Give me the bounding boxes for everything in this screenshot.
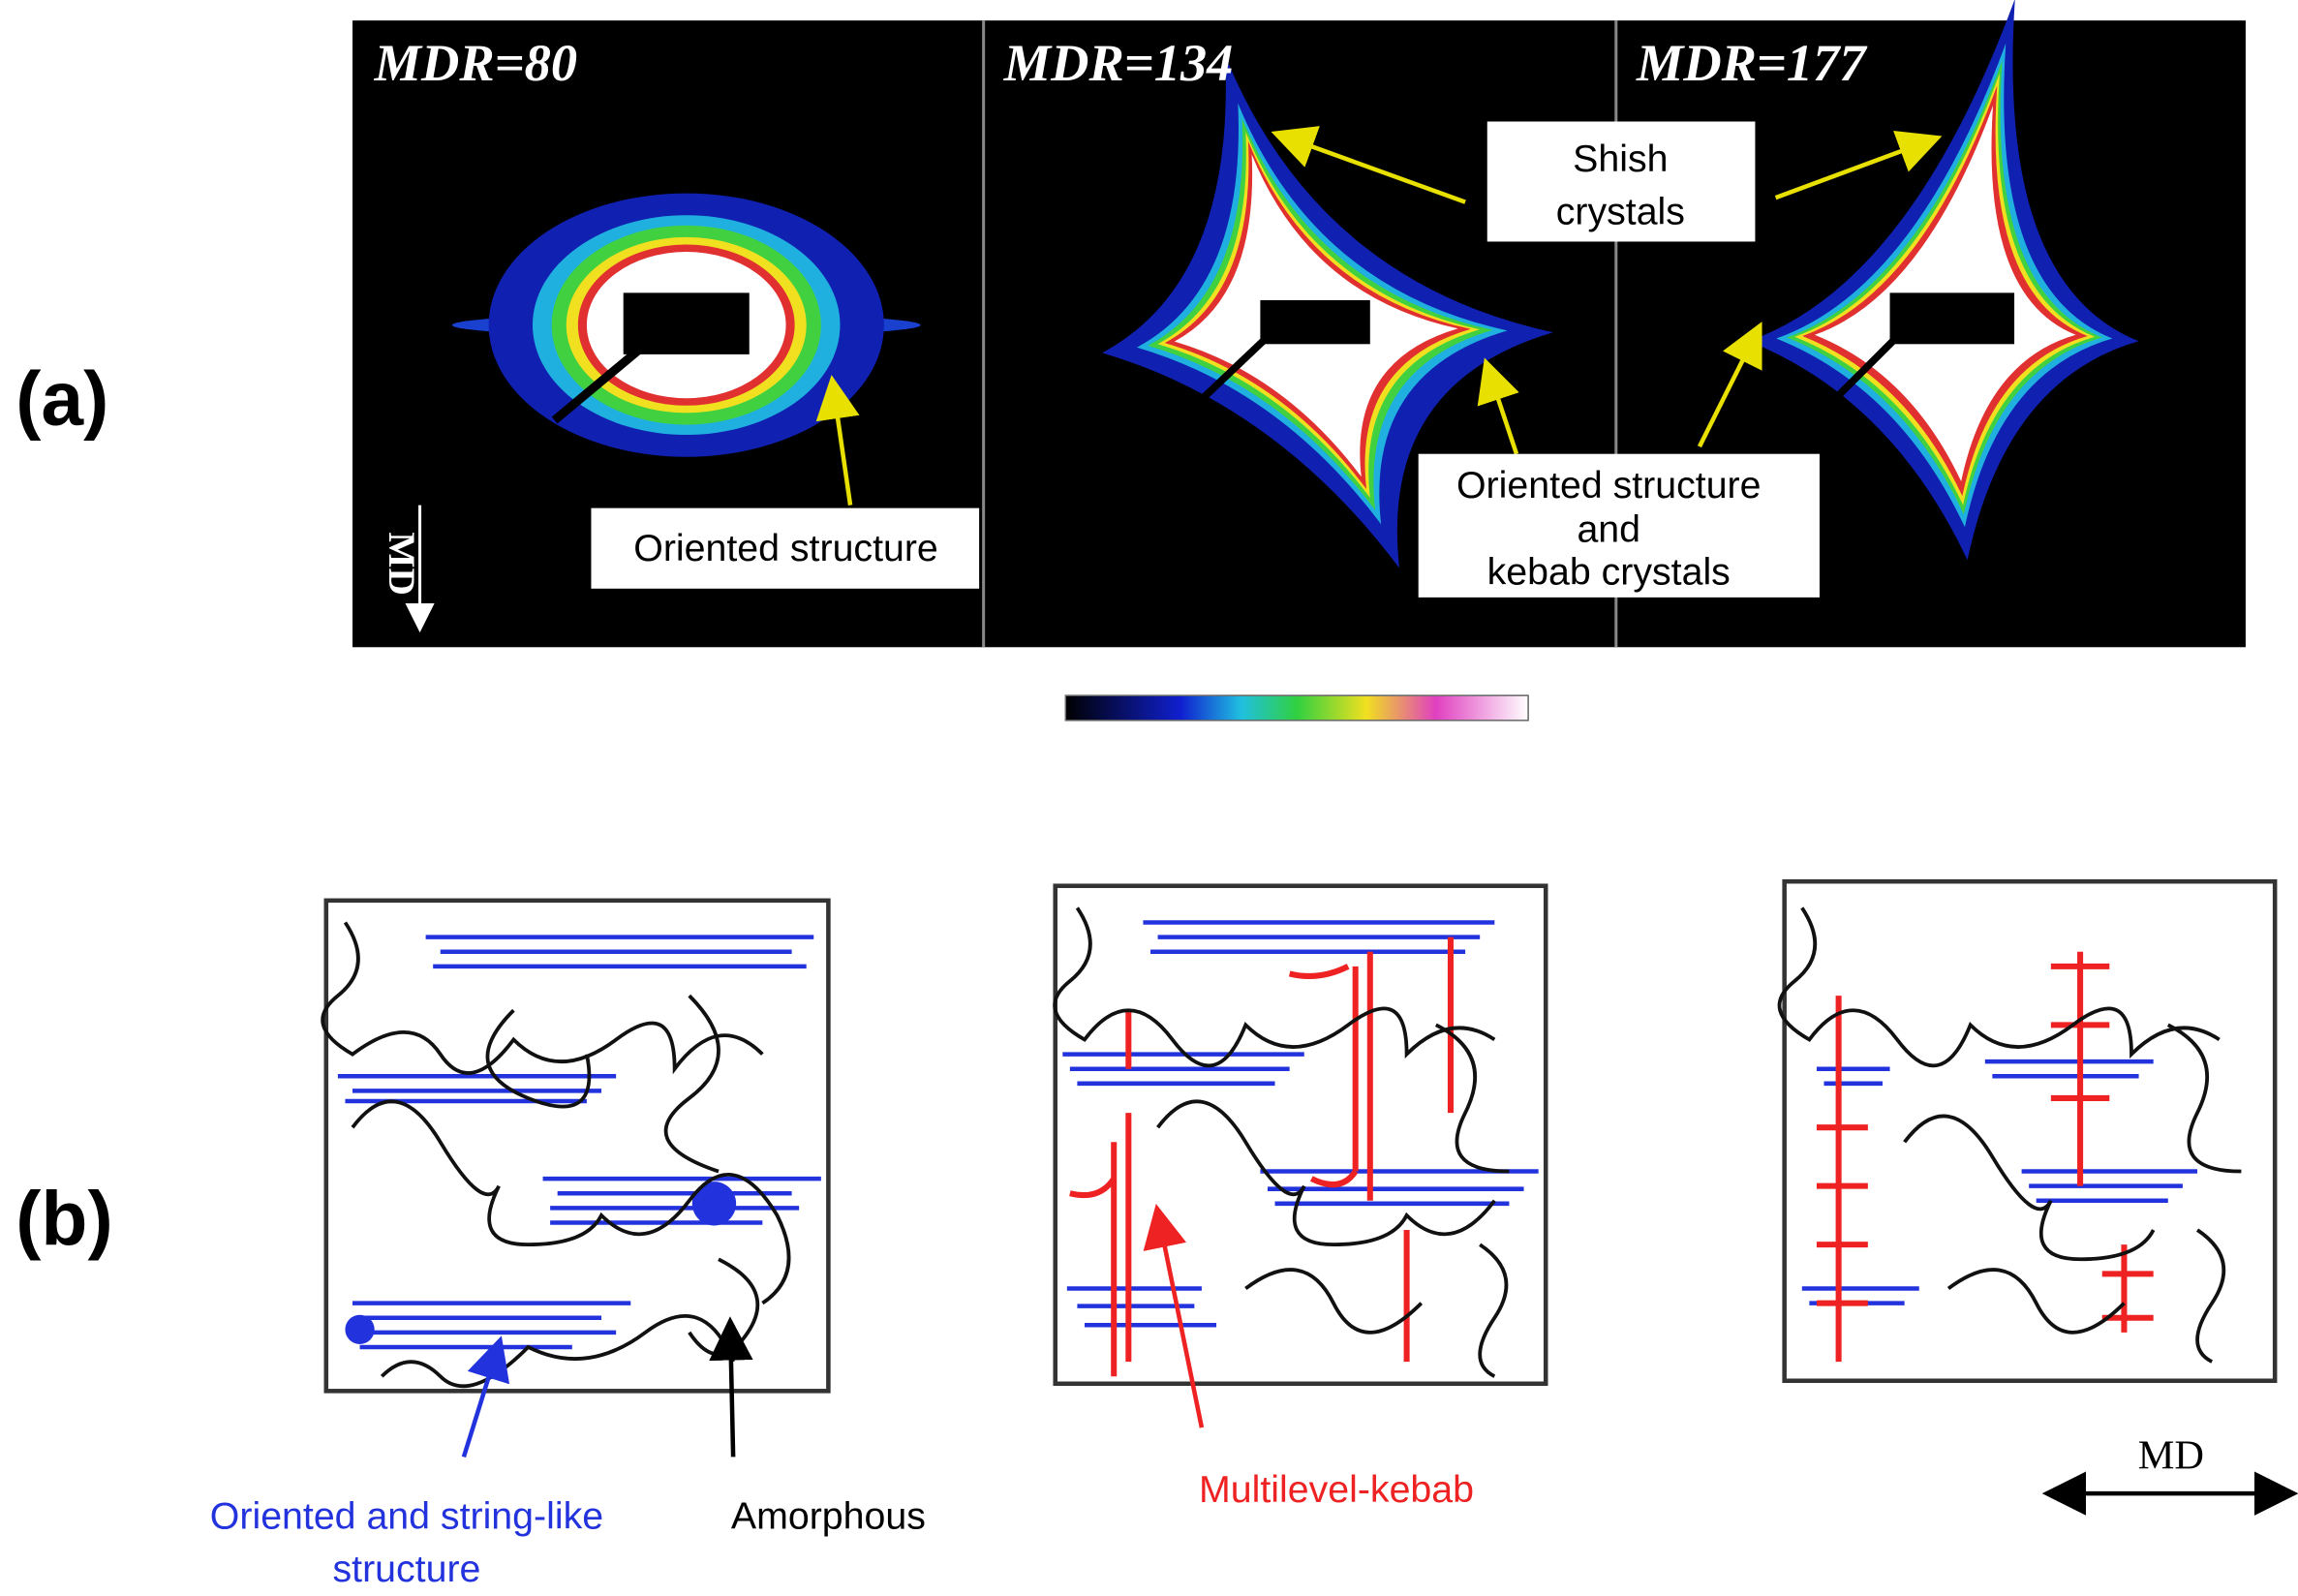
legend-label: Multilevel-kebab bbox=[1199, 1468, 1474, 1511]
annotation: kebab crystals bbox=[1487, 550, 1731, 593]
annotation-box bbox=[591, 507, 980, 589]
legend-label: structure bbox=[333, 1548, 481, 1590]
annotation: crystals bbox=[1556, 190, 1685, 232]
annotation-arrow bbox=[815, 375, 860, 506]
schematic bbox=[1777, 878, 2278, 1384]
annotation-arrow bbox=[1477, 357, 1519, 455]
panel-label: (a) bbox=[15, 355, 108, 441]
legend-label: Amorphous bbox=[731, 1494, 926, 1537]
scattering-pattern bbox=[1748, 0, 2139, 561]
direction-label: MD bbox=[2138, 1432, 2204, 1478]
scattering-pattern bbox=[451, 193, 921, 457]
legend-label: Oriented and string-like bbox=[210, 1494, 603, 1537]
annotation-box bbox=[1486, 121, 1756, 242]
colorbar bbox=[1064, 694, 1529, 721]
annotation: Shish bbox=[1573, 138, 1668, 180]
annotation-arrow bbox=[1697, 322, 1762, 448]
image-title: MDR=177 bbox=[1636, 34, 1868, 92]
scattering-pattern bbox=[1102, 55, 1553, 568]
schematic bbox=[321, 898, 831, 1394]
annotation: and bbox=[1577, 507, 1640, 550]
panel-label: (b) bbox=[15, 1176, 112, 1261]
annotation: Oriented structure bbox=[1456, 464, 1762, 506]
annotation: Oriented structure bbox=[633, 527, 938, 569]
annotation-arrow bbox=[1271, 126, 1466, 204]
schematic bbox=[1053, 883, 1548, 1387]
legend-arrow bbox=[461, 1335, 510, 1458]
annotation-arrow bbox=[1774, 130, 1943, 200]
legend-arrow bbox=[709, 1316, 753, 1458]
image-title: MDR=134 bbox=[1003, 34, 1234, 92]
direction-label: MD bbox=[381, 532, 423, 595]
legend-arrow bbox=[1143, 1203, 1205, 1428]
image-title: MDR=80 bbox=[374, 34, 577, 92]
annotation-box bbox=[1418, 453, 1820, 598]
